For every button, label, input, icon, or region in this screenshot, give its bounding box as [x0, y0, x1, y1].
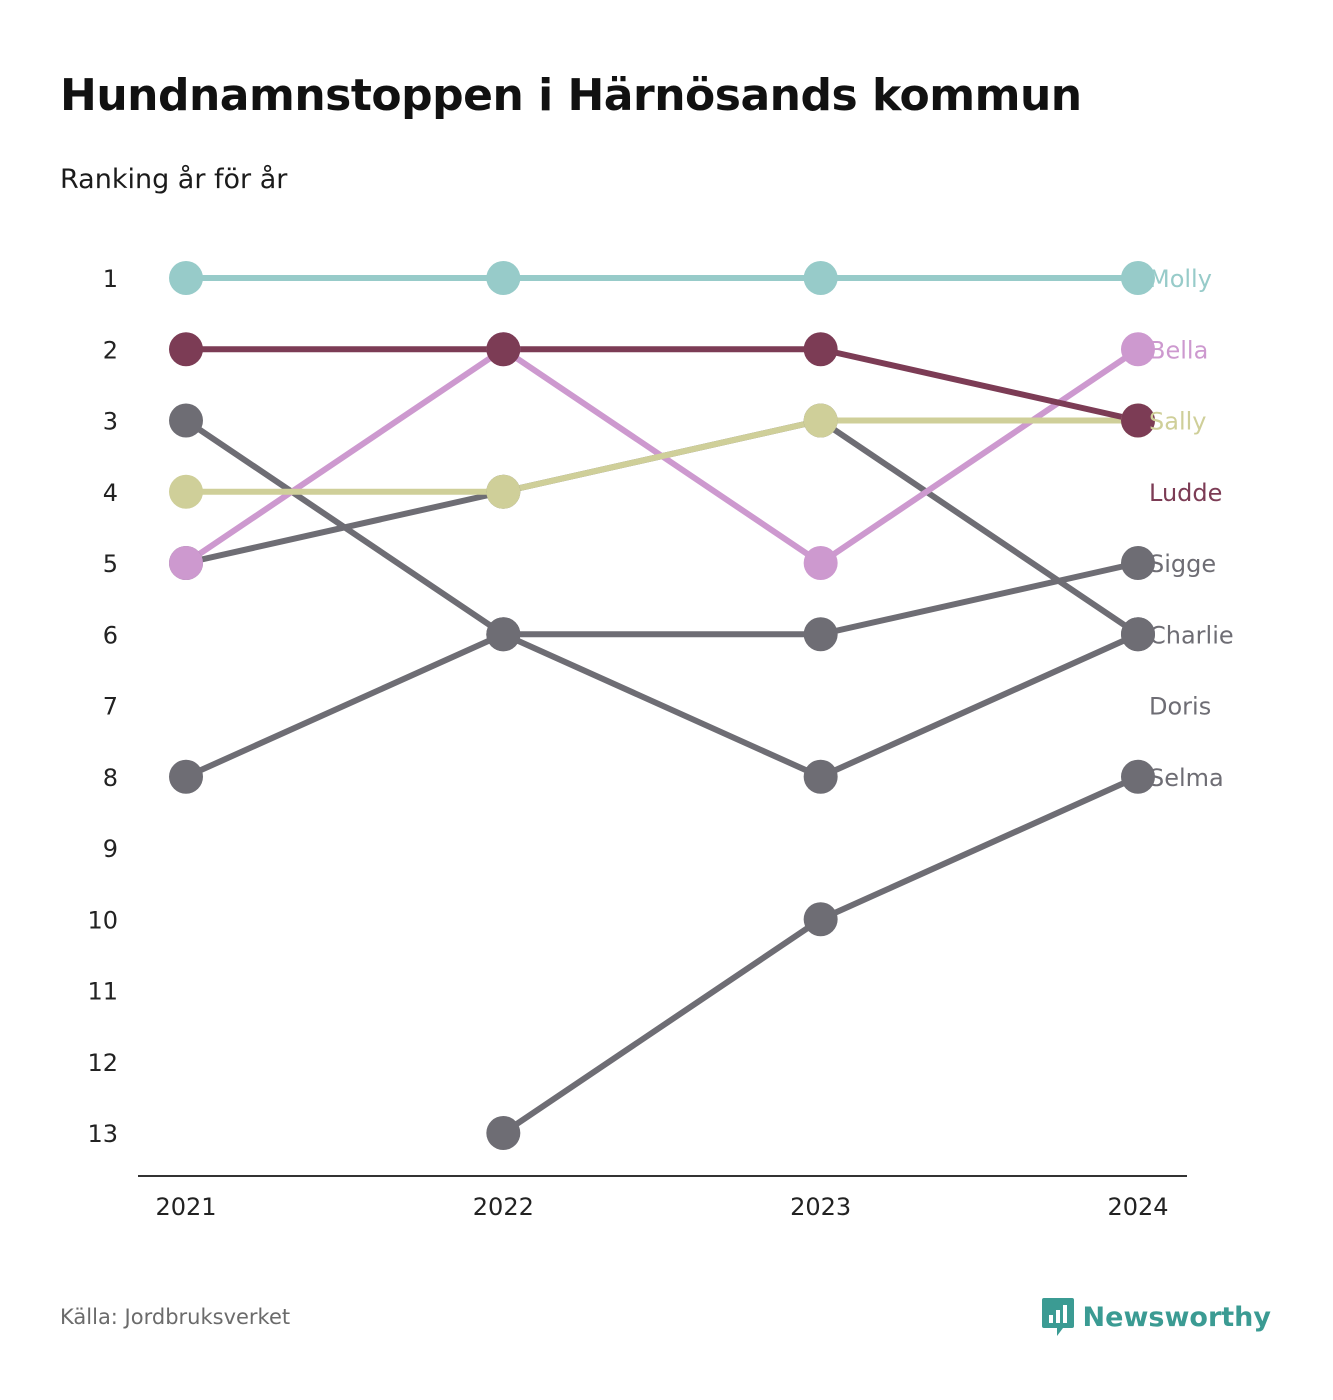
data-point-ludde [803, 332, 838, 367]
y-tick-label: 5 [103, 550, 118, 578]
x-axis: 2021 2022 2023 2024 [155, 1193, 1168, 1221]
y-tick-label: 11 [87, 978, 118, 1006]
y-tick-label: 1 [103, 265, 118, 293]
data-point-molly [169, 261, 203, 295]
y-tick-label: 3 [103, 408, 118, 436]
data-point-molly [486, 261, 521, 295]
data-point-bella [169, 546, 203, 580]
data-point-doris [1120, 617, 1155, 652]
data-point-selma [1120, 759, 1155, 794]
data-point-ludde [169, 332, 203, 367]
data-point-sigge [169, 759, 203, 794]
data-point-molly [803, 261, 838, 295]
y-tick-label: 12 [87, 1049, 118, 1077]
series-points [169, 261, 1155, 1150]
series-label-bella: Bella [1149, 336, 1208, 364]
series-lines [184, 275, 1140, 1136]
data-point-bella [1120, 332, 1155, 367]
y-tick-label: 6 [103, 621, 118, 649]
data-point-selma [486, 1116, 521, 1150]
brand-name: Newsworthy [1082, 1301, 1271, 1333]
y-tick-label: 2 [103, 336, 118, 364]
data-point-charlie [486, 617, 521, 652]
series-line-selma [501, 774, 1140, 1136]
series-label-doris: Doris [1149, 693, 1211, 721]
bar-chart-speech-bubble-icon [1041, 1298, 1074, 1336]
series-label-sigge: Sigge [1149, 550, 1216, 578]
y-tick-label: 13 [87, 1120, 118, 1148]
chart-subtitle: Ranking år för år [60, 164, 288, 195]
x-tick-label: 2023 [790, 1193, 851, 1221]
data-point-sigge [803, 617, 838, 652]
series-line-sigge [184, 560, 1139, 780]
data-point-sally [486, 474, 521, 509]
data-point-sally [169, 474, 203, 509]
source-note: Källa: Jordbruksverket [60, 1305, 291, 1329]
x-tick-label: 2024 [1107, 1193, 1168, 1221]
data-point-selma [803, 902, 838, 937]
data-point-charlie [169, 403, 203, 438]
y-tick-label: 9 [103, 835, 118, 863]
series-label-selma: Selma [1149, 764, 1224, 792]
x-tick-label: 2021 [155, 1193, 216, 1221]
y-tick-label: 8 [103, 764, 118, 792]
series-line-ludde [186, 346, 1139, 424]
y-tick-label: 10 [87, 906, 118, 934]
series-label-charlie: Charlie [1149, 621, 1234, 649]
series-label-sally: Sally [1149, 408, 1206, 436]
data-point-ludde [486, 332, 521, 367]
x-tick-label: 2022 [473, 1193, 534, 1221]
data-point-molly [1120, 261, 1155, 295]
data-point-sally [803, 403, 838, 438]
series-labels: Molly Bella Sally Ludde Sigge Charlie Doris Sel… [1149, 265, 1234, 792]
series-line-sally [186, 417, 1138, 495]
series-line-charlie [184, 418, 1140, 780]
data-point-sigge [1120, 546, 1155, 580]
y-tick-label: 7 [103, 693, 118, 721]
y-tick-label: 4 [103, 479, 118, 507]
data-point-bella [803, 546, 838, 580]
series-label-ludde: Ludde [1149, 479, 1222, 507]
series-label-molly: Molly [1149, 265, 1212, 293]
brand-logo[interactable]: Newsworthy [1041, 1297, 1271, 1337]
data-point-ludde [1120, 403, 1155, 438]
chart-title: Hundnamnstoppen i Härnösands kommun [60, 70, 1082, 121]
data-point-charlie [803, 759, 838, 794]
